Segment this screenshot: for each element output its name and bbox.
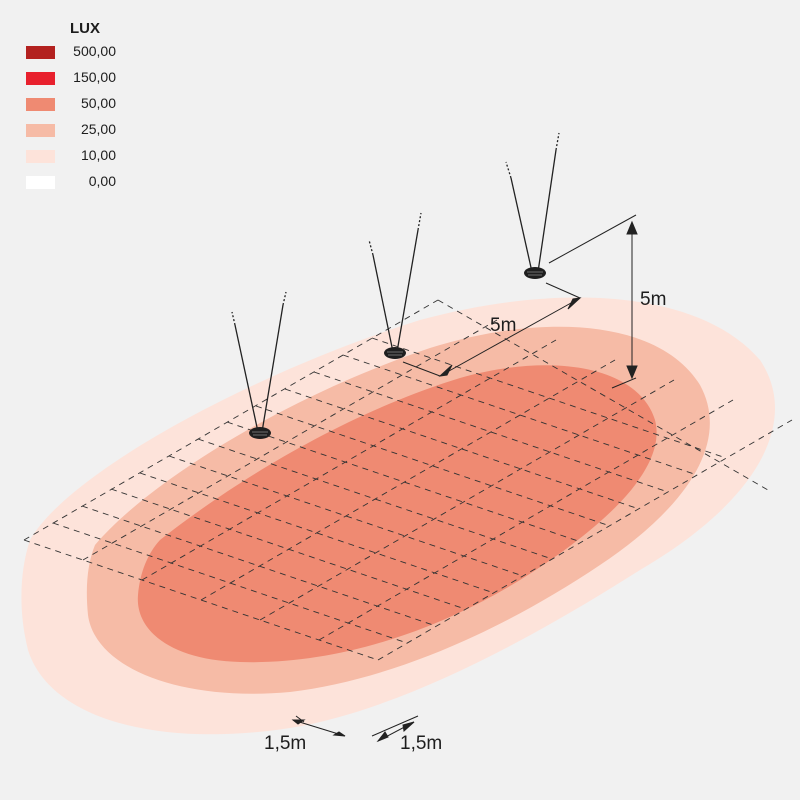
ground-grid <box>23 299 793 661</box>
lamp-icon <box>524 267 546 279</box>
legend-item: 500,00 <box>26 40 116 66</box>
legend-title: LUX <box>70 20 100 37</box>
legend-value: 500,00 <box>73 43 116 59</box>
luminaire-1 <box>231 291 287 439</box>
suspension-wire-dashed <box>368 239 374 256</box>
suspension-wire <box>396 229 419 353</box>
suspension-wire <box>372 254 394 353</box>
lamp-grille <box>252 431 268 436</box>
suspension-wire-dashed <box>231 311 236 326</box>
legend-item: 0,00 <box>26 170 116 196</box>
legend-value: 25,00 <box>80 121 116 137</box>
suspension-wire <box>234 324 259 433</box>
suspension-wire-dashed <box>505 161 512 179</box>
height-dimension <box>548 214 638 389</box>
height-label: 5m <box>640 289 666 310</box>
spacing-dimension <box>402 282 582 377</box>
grid-dimension-a <box>291 715 346 737</box>
suspension-wire-dashed <box>282 291 287 306</box>
legend-value: 0,00 <box>88 173 116 189</box>
legend-item: 50,00 <box>26 92 116 118</box>
lamp-icon <box>249 427 271 439</box>
luminaire-2 <box>368 212 422 359</box>
spacing-label: 5m <box>490 315 516 336</box>
legend-value: 50,00 <box>80 95 116 111</box>
isolux-zones <box>21 297 776 735</box>
legend-item: 150,00 <box>26 66 116 92</box>
grid-label-a: 1,5m <box>264 733 306 754</box>
legend-swatch <box>26 150 55 163</box>
lux-legend: LUX 500,00 150,00 50,00 25,00 10,00 0,00 <box>26 18 116 196</box>
legend-swatch <box>26 124 55 137</box>
legend-item: 10,00 <box>26 144 116 170</box>
suspension-wire <box>537 149 557 273</box>
suspension-wire-dashed <box>417 212 422 231</box>
luminaire-3 <box>505 132 560 279</box>
suspension-wire <box>510 177 533 273</box>
legend-swatch <box>26 98 55 111</box>
grid-dimension-b <box>371 715 419 743</box>
lamp-grille <box>527 271 543 276</box>
suspension-wire-dashed <box>555 132 560 151</box>
zone-50-lux <box>137 365 657 663</box>
lamp-icon <box>384 347 406 359</box>
grid-label-b: 1,5m <box>400 733 442 754</box>
legend-swatch <box>26 176 55 189</box>
legend-value: 10,00 <box>80 147 116 163</box>
legend-value: 150,00 <box>73 69 116 85</box>
suspension-wire <box>261 304 284 433</box>
legend-swatch <box>26 72 55 85</box>
legend-swatch <box>26 46 55 59</box>
legend-item: 25,00 <box>26 118 116 144</box>
lamp-grille <box>387 351 403 356</box>
